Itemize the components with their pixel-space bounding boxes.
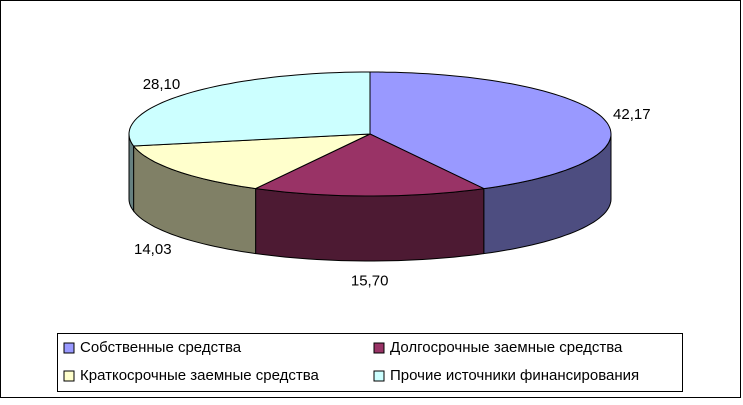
- data-label: 14,03: [134, 241, 172, 258]
- legend-label: Прочие источники финансирования: [390, 367, 639, 384]
- data-label: 28,10: [143, 76, 181, 93]
- legend-box: [57, 333, 683, 392]
- pie-slice: [253, 133, 486, 197]
- legend-label: Долгосрочные заемные средства: [390, 339, 623, 356]
- pie-slice: [128, 71, 371, 147]
- legend-label: Краткосрочные заемные средства: [80, 367, 320, 384]
- legend-swatch: [63, 342, 75, 354]
- legend: Собственные средства Долгосрочные заемные…: [63, 339, 639, 384]
- pie: 42,17 15,70 14,03 28,10: [128, 71, 651, 289]
- pie-slice: [369, 71, 612, 190]
- pie-side: [255, 188, 485, 262]
- data-label: 15,70: [351, 272, 389, 289]
- legend-swatch: [373, 370, 385, 382]
- data-label: 42,17: [613, 106, 651, 123]
- pie-slice: [132, 133, 371, 190]
- legend-label: Собственные средства: [80, 339, 242, 356]
- legend-swatch: [373, 342, 385, 354]
- legend-swatch: [63, 370, 75, 382]
